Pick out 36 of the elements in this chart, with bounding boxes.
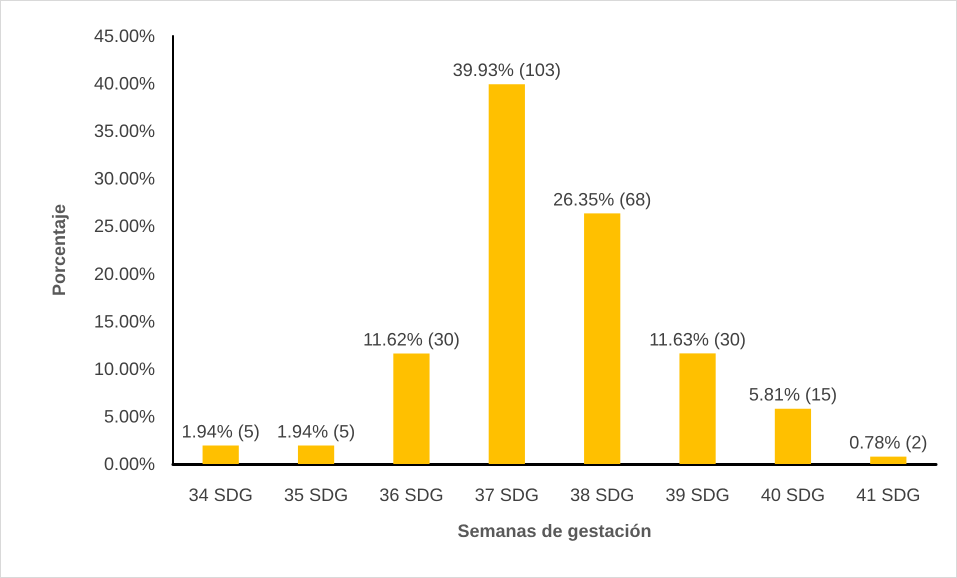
data-label: 0.78% (2): [849, 432, 928, 453]
x-tick-label: 39 SDG: [666, 485, 730, 505]
x-tick-label: 38 SDG: [570, 485, 634, 505]
bar: [774, 408, 812, 464]
y-tick-label: 15.00%: [94, 311, 155, 332]
y-tick-label: 35.00%: [94, 121, 155, 142]
x-tick-label: 34 SDG: [188, 485, 253, 505]
bar: [202, 446, 239, 464]
y-tick-label: 30.00%: [94, 168, 155, 189]
y-tick-label: 5.00%: [104, 406, 155, 426]
y-tick-label: 45.00%: [94, 26, 155, 46]
x-tick-label: 37 SDG: [474, 485, 539, 505]
x-tick-label: 40 SDG: [760, 485, 825, 505]
data-label: 39.93% (103): [452, 60, 561, 80]
x-tick-label: 35 SDG: [284, 485, 348, 505]
y-tick-label: 40.00%: [94, 74, 155, 94]
bar: [488, 84, 525, 464]
y-axis-title: Porcentaje: [49, 204, 69, 296]
data-label: 11.62% (30): [363, 329, 460, 350]
x-axis-title: Semanas de gestación: [457, 521, 652, 541]
data-label: 5.81% (15): [748, 384, 837, 405]
y-tick-label: 0.00%: [104, 454, 155, 474]
data-label: 1.94% (5): [182, 422, 260, 442]
data-label: 1.94% (5): [277, 422, 356, 442]
data-label: 26.35% (68): [553, 189, 652, 210]
y-tick-label: 20.00%: [94, 264, 155, 284]
x-tick-label: 41 SDG: [856, 485, 920, 505]
bar: [393, 353, 430, 464]
data-label: 11.63% (30): [649, 329, 746, 350]
bar: [298, 446, 334, 464]
x-tick-label: 36 SDG: [379, 485, 444, 505]
bar: [679, 353, 716, 464]
y-tick-label: 10.00%: [94, 358, 155, 379]
bar: [870, 456, 906, 464]
bar: [584, 213, 620, 464]
y-tick-label: 25.00%: [94, 216, 155, 236]
